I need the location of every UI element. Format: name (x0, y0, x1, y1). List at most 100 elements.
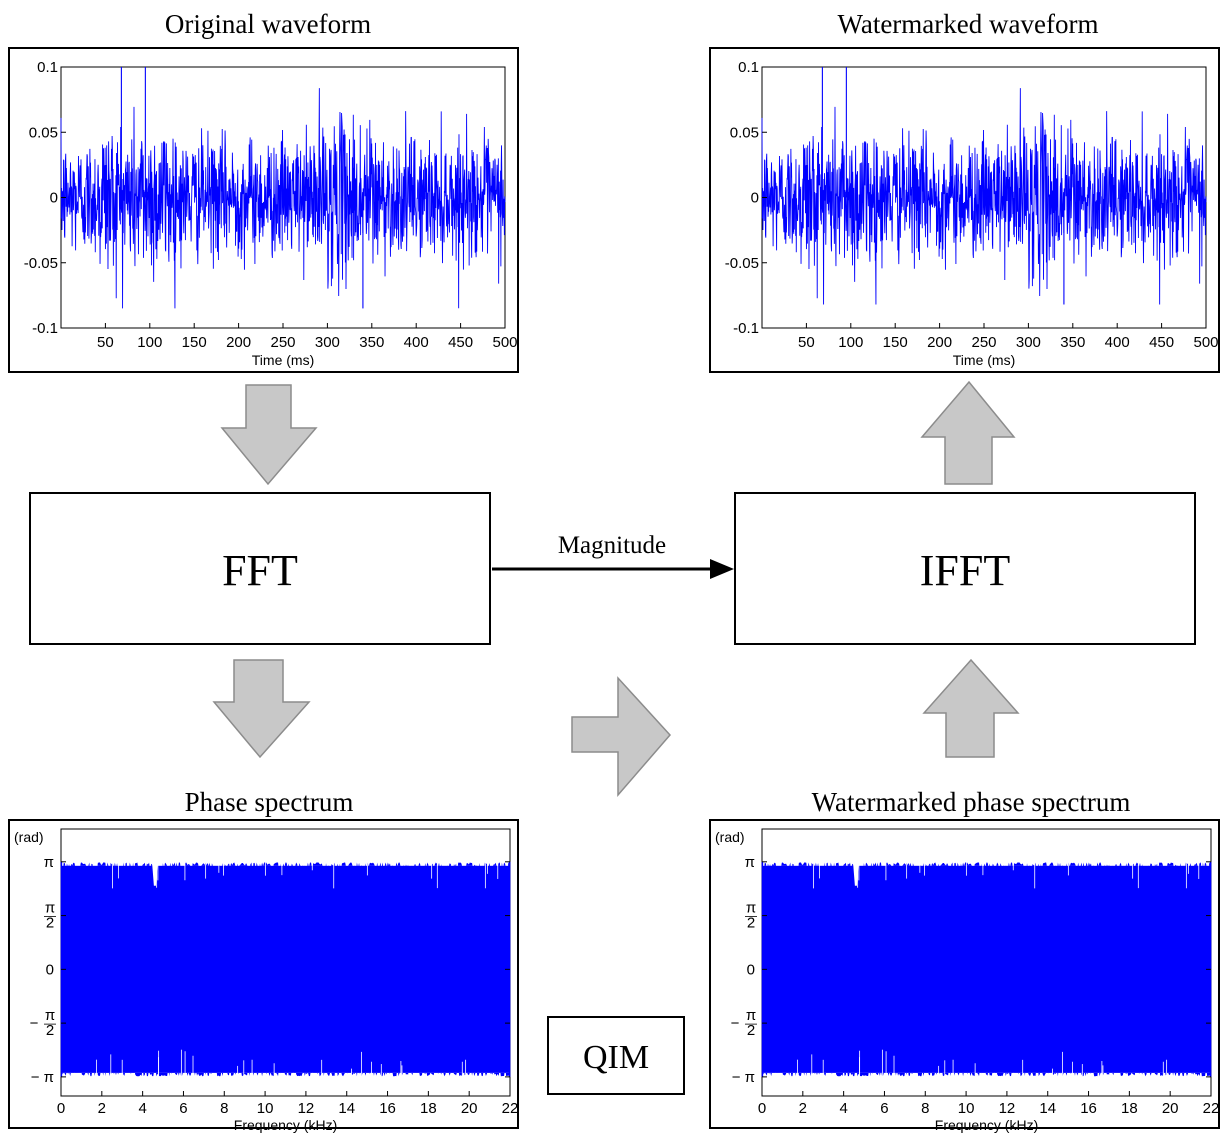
y-tick-label-num: π (746, 1007, 756, 1024)
x-tick-label: 14 (338, 1100, 355, 1117)
y-tick-label: − π (31, 1069, 54, 1086)
x-tick-label: 16 (379, 1100, 396, 1117)
x-tick-label: 350 (359, 334, 384, 351)
y-tick-minus: − (30, 1015, 39, 1032)
watermarked-waveform-frame (709, 47, 1220, 373)
x-tick-label: 0 (57, 1100, 65, 1117)
x-tick-label: 200 (927, 334, 952, 351)
y-tick-label: π (44, 854, 54, 871)
x-tick-label: 18 (420, 1100, 437, 1117)
phase-spectrum-title: Phase spectrum (185, 787, 354, 817)
y-tick-label: 0 (747, 961, 755, 978)
x-axis-label: Frequency (kHz) (935, 1117, 1038, 1133)
x-tick-label: 14 (1039, 1100, 1056, 1117)
watermarked-waveform-title: Watermarked waveform (838, 9, 1099, 39)
x-tick-label: 150 (182, 334, 207, 351)
x-tick-label: 250 (270, 334, 295, 351)
y-tick-label: 0 (751, 190, 759, 207)
x-tick-label: 10 (257, 1100, 274, 1117)
x-tick-label: 350 (1060, 334, 1085, 351)
x-tick-label: 2 (98, 1100, 106, 1117)
down-arrow-waveform-to-fft (220, 384, 318, 486)
y-tick-label: π (745, 854, 755, 871)
x-tick-label: 6 (179, 1100, 187, 1117)
y-tick-minus: − (731, 1015, 740, 1032)
up-arrow-ifft-to-waveform (920, 380, 1016, 485)
phase-band-bottom-edge (762, 1064, 1211, 1077)
y-tick-label: -0.05 (24, 255, 58, 272)
y-tick-label: -0.1 (32, 320, 58, 337)
y-tick-label: 0.05 (29, 124, 58, 141)
x-tick-label: 450 (448, 334, 473, 351)
x-tick-label: 4 (839, 1100, 847, 1117)
phase-band (762, 865, 1211, 1073)
y-tick-label-num: π (746, 900, 756, 917)
x-tick-label: 12 (298, 1100, 315, 1117)
x-tick-label: 20 (1162, 1100, 1179, 1117)
x-tick-label: 8 (220, 1100, 228, 1117)
y-unit-label: (rad) (14, 829, 44, 845)
ifft-block (734, 492, 1196, 645)
watermarked-phase-frame (709, 819, 1220, 1129)
x-tick-label: 400 (1105, 334, 1130, 351)
x-tick-label: 150 (883, 334, 908, 351)
x-tick-label: 0 (758, 1100, 766, 1117)
x-tick-label: 300 (315, 334, 340, 351)
phase-band-top-edge (61, 862, 510, 875)
right-arrow-phase-to-watermarked (571, 676, 672, 798)
y-tick-label: 0.05 (730, 124, 759, 141)
phase-band (61, 865, 510, 1073)
x-axis-label: Time (ms) (252, 352, 314, 368)
x-tick-label: 6 (880, 1100, 888, 1117)
fft-label: FFT (222, 546, 298, 595)
y-tick-label-den: 2 (747, 1022, 755, 1039)
x-tick-label: 20 (461, 1100, 478, 1117)
x-tick-label: 500 (1193, 334, 1218, 351)
y-tick-label: -0.1 (733, 320, 759, 337)
magnitude-arrow-head (710, 559, 734, 579)
y-tick-label-den: 2 (46, 915, 54, 932)
ifft-label: IFFT (920, 546, 1011, 595)
fft-block (29, 492, 491, 645)
qim-block (547, 1016, 685, 1095)
x-axis-label: Frequency (kHz) (234, 1117, 337, 1133)
qim-label: QIM (583, 1039, 649, 1076)
watermarked-phase-title: Watermarked phase spectrum (812, 787, 1131, 817)
y-tick-label-num: π (45, 1007, 55, 1024)
x-tick-label: 300 (1016, 334, 1041, 351)
y-tick-label-num: π (45, 900, 55, 917)
x-tick-label: 10 (958, 1100, 975, 1117)
x-tick-label: 8 (921, 1100, 929, 1117)
up-arrow-phase-to-ifft (922, 658, 1020, 758)
x-tick-label: 2 (799, 1100, 807, 1117)
waveform-line (761, 88, 1207, 305)
x-tick-label: 100 (838, 334, 863, 351)
x-axis-label: Time (ms) (953, 352, 1015, 368)
magnitude-label: Magnitude (558, 532, 666, 559)
x-tick-label: 500 (492, 334, 517, 351)
x-tick-label: 100 (137, 334, 162, 351)
y-tick-label: 0 (50, 190, 58, 207)
phase-band-bottom-edge (61, 1064, 510, 1077)
waveform-line (60, 88, 506, 309)
y-tick-label: − π (732, 1069, 755, 1086)
x-tick-label: 4 (138, 1100, 146, 1117)
original-waveform-frame (8, 47, 519, 373)
x-tick-label: 16 (1080, 1100, 1097, 1117)
phase-band-top-edge (762, 862, 1211, 875)
y-tick-label: -0.05 (725, 255, 759, 272)
x-tick-label: 22 (502, 1100, 519, 1117)
x-tick-label: 50 (97, 334, 114, 351)
y-tick-label: 0 (46, 961, 54, 978)
x-tick-label: 400 (404, 334, 429, 351)
x-tick-label: 12 (999, 1100, 1016, 1117)
x-tick-label: 250 (971, 334, 996, 351)
watermarked-waveform-chart: 50 100 150 200 250 300 350 400 450 500 0.1 0.05 0 -0.… (725, 59, 1219, 368)
original-waveform-chart: 50 100 150 200 250 300 350 400 450 500 0.1 0.05 0 -0.… (24, 59, 518, 368)
x-tick-label: 18 (1121, 1100, 1138, 1117)
x-tick-label: 22 (1203, 1100, 1220, 1117)
y-tick-label: 0.1 (738, 59, 759, 76)
